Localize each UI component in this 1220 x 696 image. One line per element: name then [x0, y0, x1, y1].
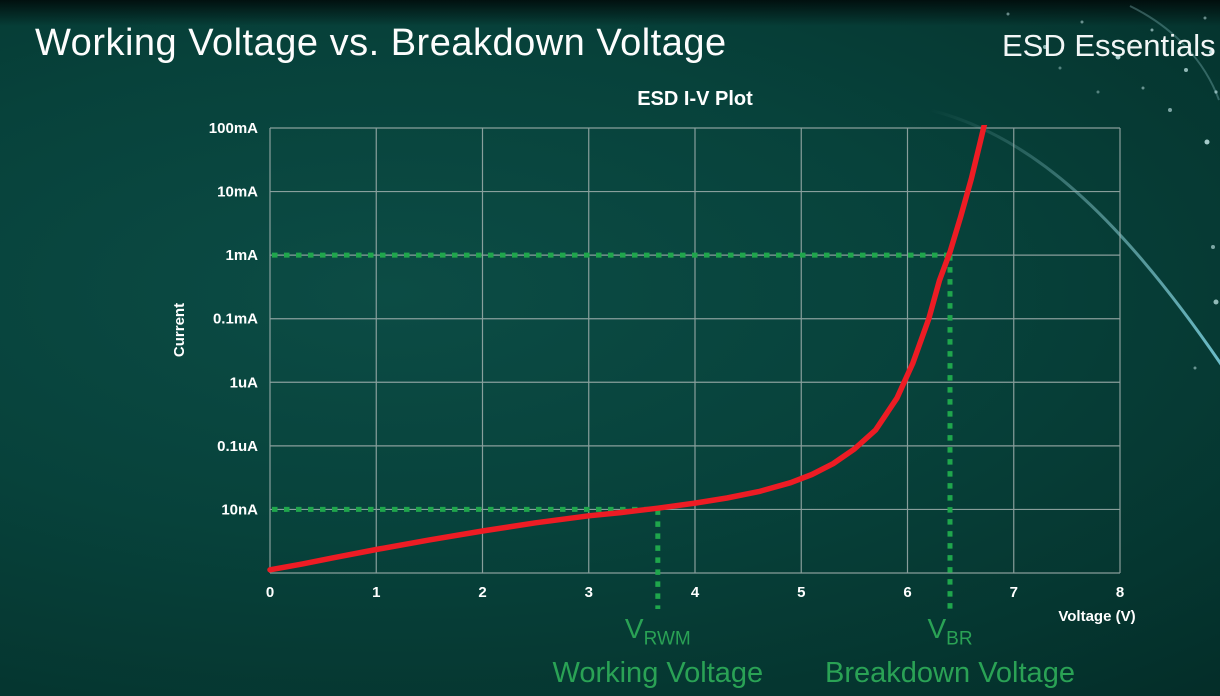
vrwm-symbol-letter: V — [624, 613, 644, 644]
working-voltage-guide — [272, 506, 661, 609]
breakdown-voltage-annotation: VBR Breakdown Voltage — [825, 614, 1075, 689]
vbr-symbol-subscript: BR — [946, 628, 973, 650]
x-tick-label: 1 — [372, 584, 380, 601]
breakdown-voltage-caption: Breakdown Voltage — [825, 656, 1075, 689]
x-tick-label: 7 — [1010, 584, 1018, 601]
chart-title: ESD I-V Plot — [637, 88, 753, 110]
grid — [269, 127, 1121, 574]
vbr-symbol: VBR — [825, 614, 1075, 655]
vbr-symbol-letter: V — [927, 613, 947, 644]
breakdown-voltage-guide — [272, 252, 953, 609]
vrwm-symbol-subscript: RWM — [643, 628, 691, 650]
brand-logo-text: ESD Essentials — [1002, 28, 1216, 63]
x-tick-label: 4 — [691, 584, 700, 601]
y-tick-label: 1mA — [225, 247, 258, 264]
y-tick-label: 1uA — [230, 374, 259, 391]
y-tick-label: 100mA — [209, 120, 258, 137]
x-tick-label: 8 — [1116, 584, 1124, 601]
y-tick-label: 0.1uA — [217, 438, 258, 455]
x-tick-label: 0 — [266, 584, 274, 601]
y-tick-label: 10nA — [221, 501, 258, 518]
x-tick-label: 3 — [585, 584, 593, 601]
working-voltage-caption: Working Voltage — [552, 656, 764, 689]
y-tick-label: 0.1mA — [213, 311, 258, 328]
slide-title: Working Voltage vs. Breakdown Voltage — [35, 22, 727, 64]
x-axis-label: Voltage (V) — [1058, 608, 1135, 625]
x-tick-label: 2 — [478, 584, 486, 601]
x-tick-label: 5 — [797, 584, 805, 601]
working-voltage-annotation: VRWM Working Voltage — [552, 614, 763, 689]
vrwm-symbol: VRWM — [552, 614, 763, 655]
y-axis-label: Current — [171, 303, 188, 357]
x-tick-label: 6 — [903, 584, 911, 601]
decorative-dots — [1006, 12, 1219, 370]
y-tick-label: 10mA — [217, 184, 258, 201]
decorative-arc-small — [1129, 5, 1220, 101]
iv-curve — [267, 125, 988, 573]
